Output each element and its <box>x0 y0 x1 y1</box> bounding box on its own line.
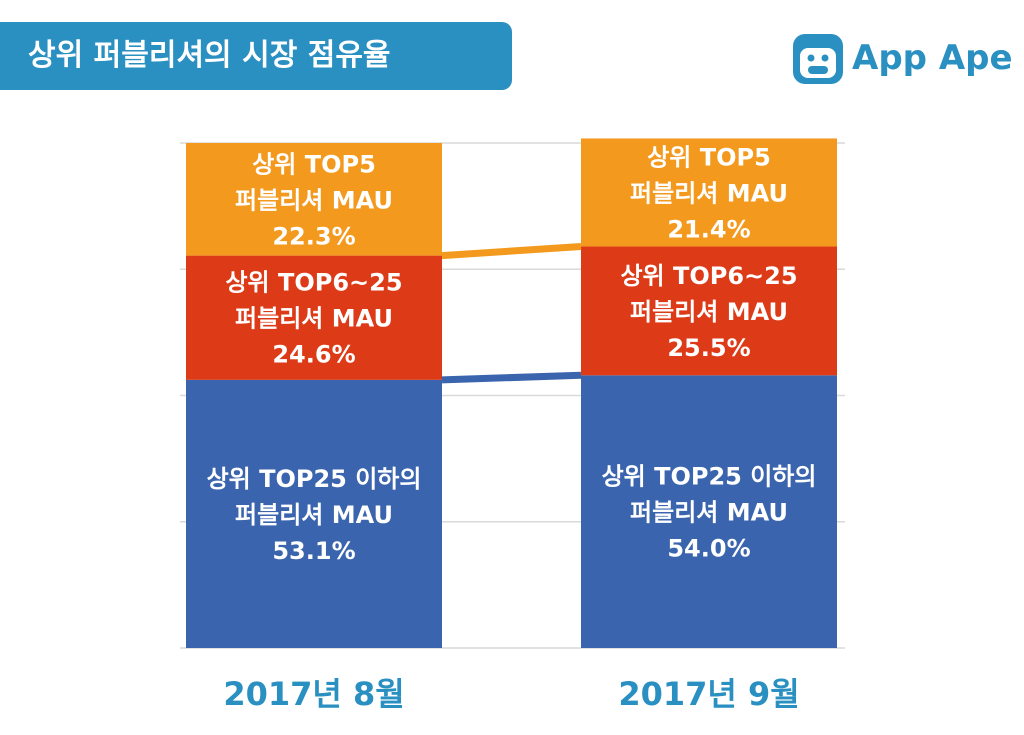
series-connector <box>441 243 582 260</box>
category-label: 2017년 9월 <box>618 675 799 713</box>
bar-segment <box>581 246 837 376</box>
bar-segment <box>186 143 442 256</box>
page-title: 상위 퍼블리셔의 시장 점유율 <box>28 38 391 73</box>
category-label: 2017년 8월 <box>223 675 404 713</box>
data-label: 상위 TOP5 <box>252 150 376 178</box>
data-label: 25.5% <box>667 334 750 362</box>
data-label: 53.1% <box>272 537 355 565</box>
ape-face-icon <box>793 34 843 84</box>
data-label: 상위 TOP5 <box>647 143 771 171</box>
data-label: 상위 TOP25 이하의 <box>207 465 422 493</box>
bar-segment <box>581 375 837 648</box>
data-label: 상위 TOP6~25 <box>225 269 402 297</box>
data-label: 퍼블리셔 MAU <box>235 305 393 333</box>
app-ape-logo: App Ape <box>790 28 1013 88</box>
data-label: 24.6% <box>272 341 355 369</box>
logo-text: App Ape <box>852 38 1013 78</box>
data-label: 21.4% <box>667 215 750 243</box>
title-banner: 상위 퍼블리셔의 시장 점유율 <box>0 22 512 90</box>
data-label: 54.0% <box>667 535 750 563</box>
data-label: 퍼블리셔 MAU <box>235 186 393 214</box>
data-label: 퍼블리셔 MAU <box>235 501 393 529</box>
data-label: 상위 TOP25 이하의 <box>602 463 817 491</box>
data-label: 퍼블리셔 MAU <box>630 179 788 207</box>
series-connector <box>441 371 582 384</box>
data-label: 퍼블리셔 MAU <box>630 499 788 527</box>
data-label: 22.3% <box>272 222 355 250</box>
bar-segment <box>186 379 442 648</box>
bar-segment <box>581 138 837 247</box>
data-label: 퍼블리셔 MAU <box>630 298 788 326</box>
bar-segment <box>186 255 442 380</box>
data-label: 상위 TOP6~25 <box>620 262 797 290</box>
